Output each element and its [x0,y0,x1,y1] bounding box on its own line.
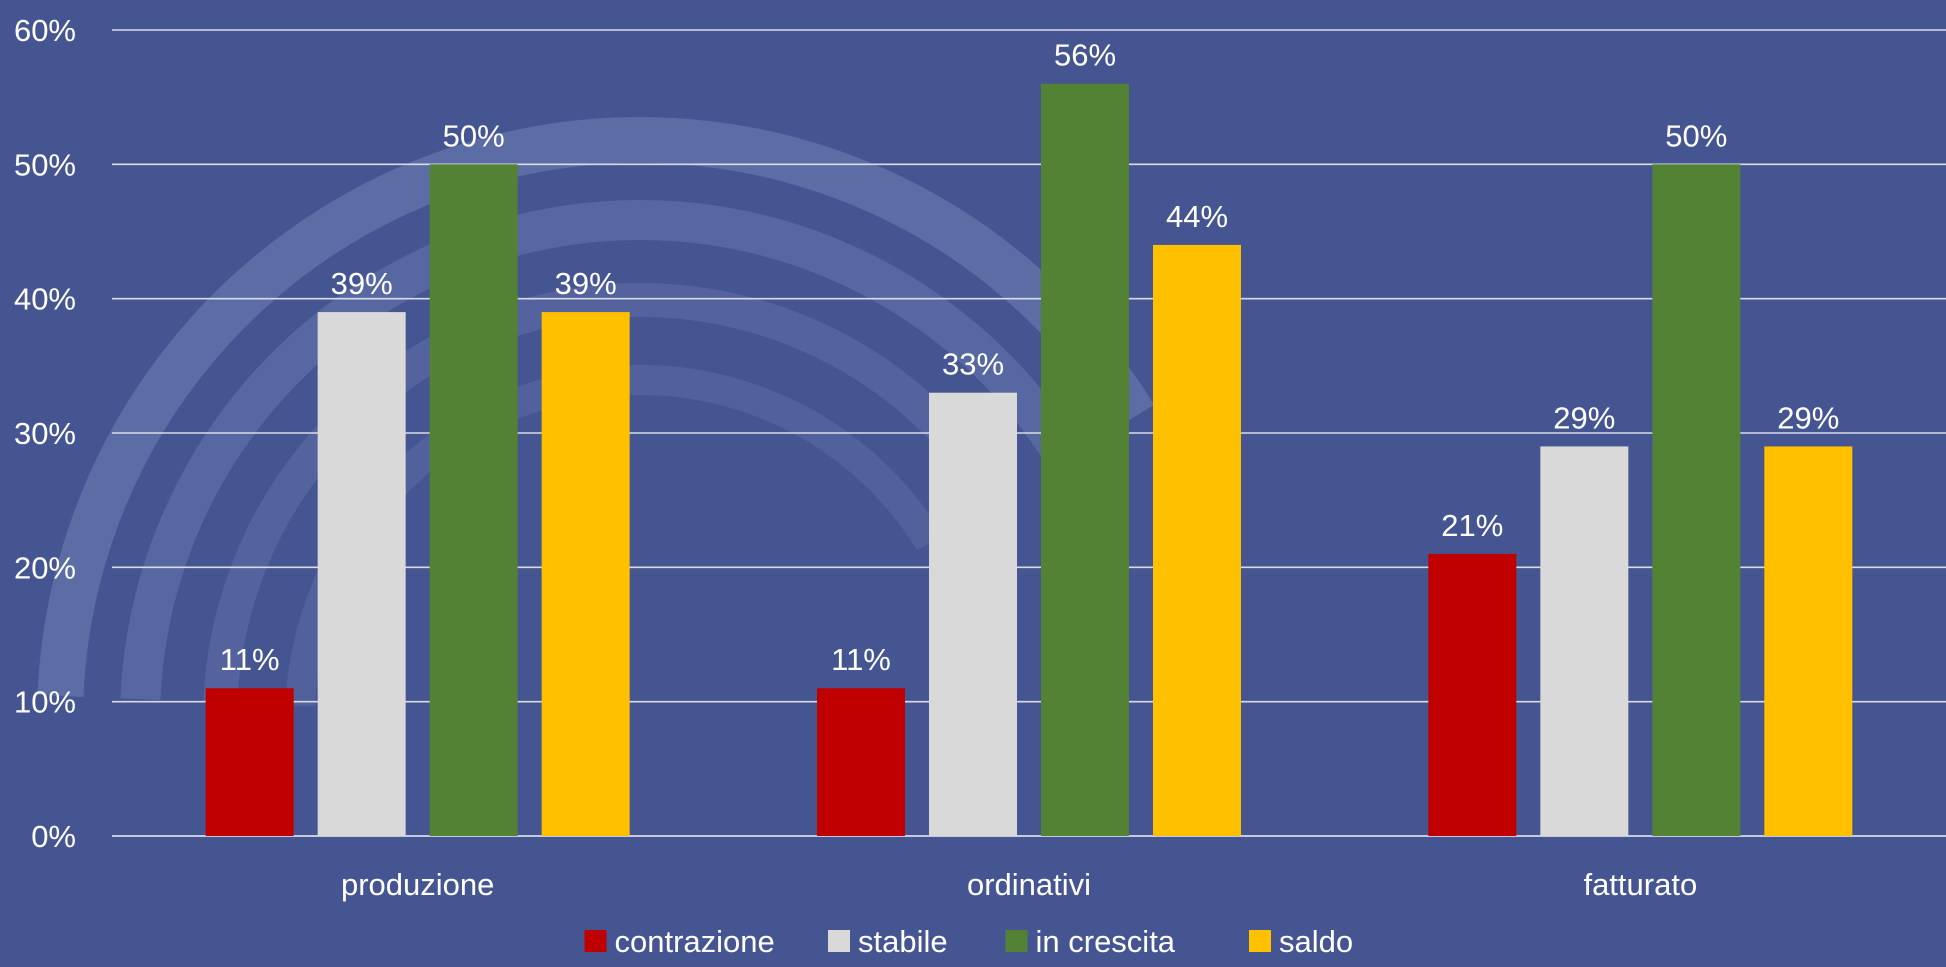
legend-swatch [828,930,850,952]
y-tick-label-30: 30% [14,416,76,451]
swirl-arc-3 [203,283,1013,704]
legend-label: stabile [858,924,948,959]
y-tick-label-40: 40% [14,282,76,317]
category-label-fatturato: fatturato [1583,867,1697,902]
data-label-fatturato-in-crescita: 50% [1665,118,1727,153]
bar-ordinativi-saldo [1153,244,1241,836]
y-tick-label-0: 0% [31,819,76,854]
y-tick-label-60: 60% [14,13,76,48]
legend: contrazione stabile in crescita saldo [584,924,1353,959]
legend-item-in-crescita: in crescita [1005,924,1176,959]
data-label-fatturato-contrazione: 21% [1441,508,1503,543]
bar-fatturato-in-crescita [1652,164,1741,837]
category-label-produzione: produzione [341,867,494,902]
bars [205,83,1853,837]
legend-label: contrazione [615,924,775,959]
data-label-ordinativi-in-crescita: 56% [1054,38,1116,73]
data-label-produzione-in-crescita: 50% [443,118,505,153]
data-label-ordinativi-contrazione: 11% [831,642,891,677]
data-label-produzione-stabile: 39% [331,266,393,301]
legend-swatch [1005,930,1028,952]
y-axis-tick-labels: 0% 10% 20% 30% 40% 50% 60% [14,13,76,854]
legend-swatch [1249,930,1271,952]
data-label-fatturato-saldo: 29% [1777,400,1839,435]
legend-item-saldo: saldo [1249,924,1353,959]
data-label-ordinativi-saldo: 44% [1166,199,1228,234]
bar-fatturato-contrazione [1428,553,1517,836]
legend-label: in crescita [1036,924,1176,959]
bar-ordinativi-stabile [929,392,1017,836]
y-tick-label-20: 20% [14,550,76,585]
x-axis-category-labels: produzione ordinativi fatturato [341,867,1697,902]
data-label-fatturato-stabile: 29% [1553,400,1615,435]
legend-swatch [584,930,607,952]
bar-ordinativi-contrazione [817,688,905,836]
category-label-ordinativi: ordinativi [967,867,1091,902]
swirl-arc-1 [37,117,1155,697]
bar-produzione-saldo [541,312,630,837]
y-tick-label-10: 10% [14,685,76,720]
bar-ordinativi-in-crescita [1041,83,1129,836]
gridlines [112,29,1946,837]
legend-item-stabile: stabile [828,924,948,959]
data-label-produzione-contrazione: 11% [220,642,280,677]
bar-produzione-stabile [317,312,406,837]
bar-produzione-contrazione [205,688,294,836]
bar-produzione-in-crescita [429,164,518,837]
data-label-produzione-saldo: 39% [555,266,617,301]
data-labels: 11% 39% 50% 39% 11% 33% 56% 44% 21% 29% 50% 29% [220,38,1840,678]
bar-fatturato-saldo [1764,446,1853,836]
data-label-ordinativi-stabile: 33% [942,347,1004,382]
legend-item-contrazione: contrazione [584,924,775,959]
y-tick-label-50: 50% [14,147,76,182]
bar-fatturato-stabile [1540,446,1629,836]
legend-label: saldo [1279,924,1353,959]
